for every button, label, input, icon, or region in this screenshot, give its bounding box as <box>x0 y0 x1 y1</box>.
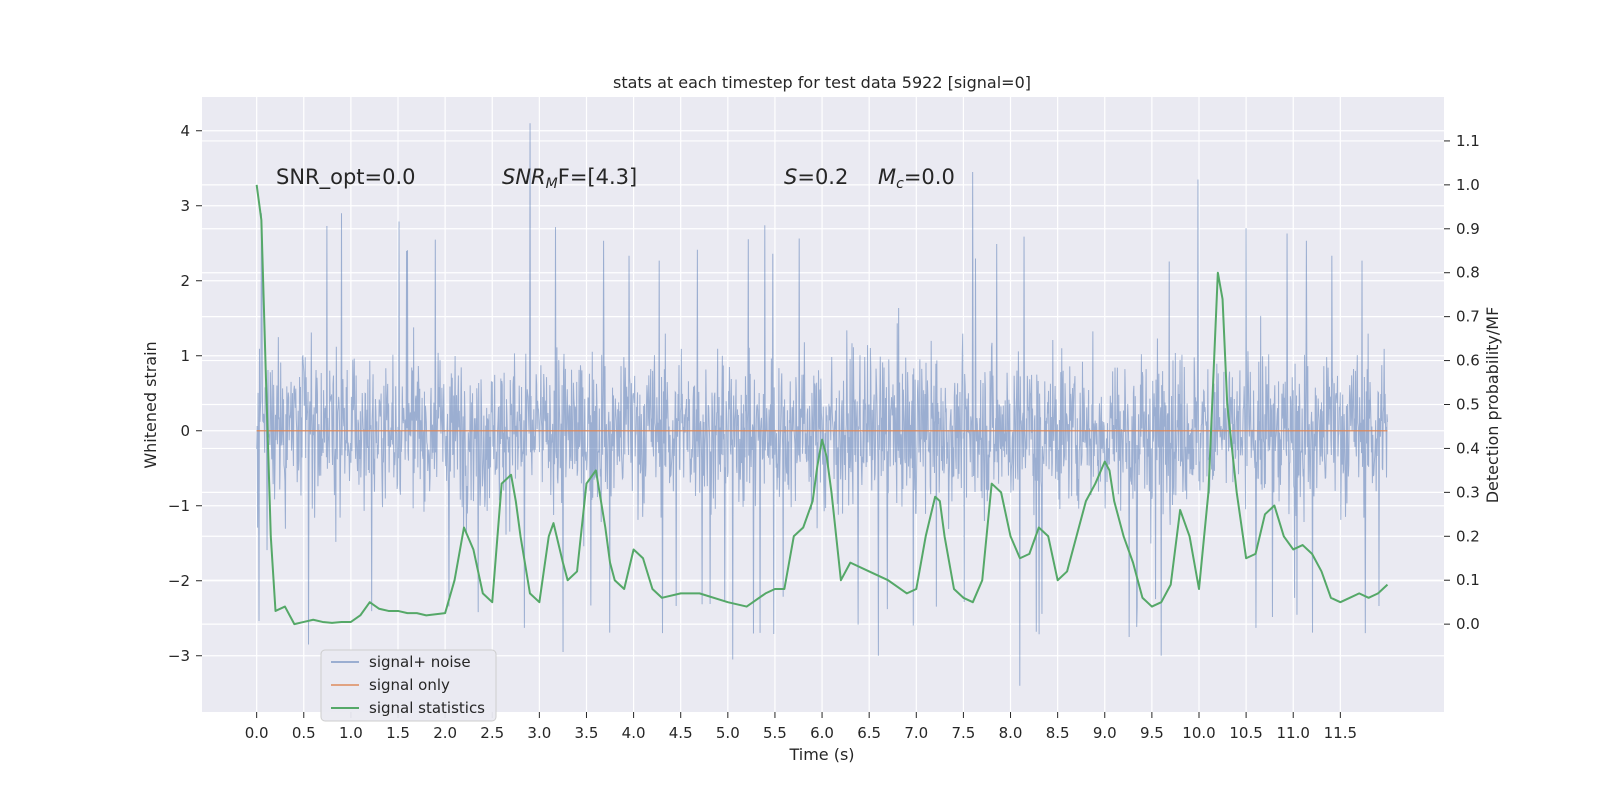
x-tick-label: 4.5 <box>669 724 693 742</box>
x-tick-label: 7.0 <box>904 724 928 742</box>
y-tick-label: −3 <box>168 647 190 665</box>
legend-label-signal: signal only <box>369 676 450 694</box>
annotation-snr-mf: SNRMF=[4.3] <box>502 165 637 192</box>
y-tick-label: 2 <box>180 272 190 290</box>
y-tick-label: 0 <box>180 422 190 440</box>
annotation-mc-value: =0.0 <box>904 165 955 189</box>
annotation-s: S=0.2 <box>784 165 848 189</box>
annotation-s-symbol: S <box>784 165 797 189</box>
x-tick-label: 4.0 <box>622 724 646 742</box>
x-axis-ticks: 0.0 0.5 1.0 1.5 2.0 2.5 3.0 3.5 4.0 4.5 5.0 5.5 6.0 6… <box>245 712 1357 742</box>
x-tick-label: 2.5 <box>480 724 504 742</box>
x-tick-label: 1.0 <box>339 724 363 742</box>
annotation-snr-mf-sub: M <box>546 176 558 192</box>
y-right-tick-label: 1.0 <box>1456 176 1480 194</box>
x-tick-label: 6.0 <box>810 724 834 742</box>
legend-box <box>320 649 497 722</box>
x-tick-label: 0.5 <box>292 724 316 742</box>
legend-label-statistics: signal statistics <box>369 699 485 717</box>
y-right-tick-label: 0.7 <box>1456 308 1480 326</box>
x-tick-label: 9.5 <box>1140 724 1164 742</box>
y-axis-right-label: Detection probability/MF <box>1483 307 1502 504</box>
annotation-mc-sub: c <box>896 176 904 192</box>
x-tick-label: 8.0 <box>999 724 1023 742</box>
x-tick-label: 11.0 <box>1277 724 1310 742</box>
x-tick-label: 1.5 <box>386 724 410 742</box>
x-tick-label: 0.0 <box>245 724 269 742</box>
y-right-tick-label: 0.8 <box>1456 264 1480 282</box>
y-axis-label: Whitened strain <box>141 341 160 468</box>
y-tick-label: 1 <box>180 347 190 365</box>
signal-noise-series <box>256 123 1388 686</box>
y-right-tick-label: 0.4 <box>1456 439 1480 457</box>
y-right-tick-label: 0.5 <box>1456 396 1480 414</box>
x-tick-label: 10.5 <box>1229 724 1262 742</box>
y-tick-label: −1 <box>168 497 190 515</box>
y-tick-label: 3 <box>180 197 190 215</box>
legend-label-noise: signal+ noise <box>369 653 471 671</box>
annotation-mc: Mc=0.0 <box>878 165 955 192</box>
x-tick-label: 6.5 <box>857 724 881 742</box>
annotation-snr-mf-rest: F=[4.3] <box>558 165 637 189</box>
legend: signal+ noise signal only signal statist… <box>320 649 497 722</box>
statistics-line <box>255 184 1389 626</box>
x-tick-label: 10.0 <box>1182 724 1215 742</box>
y-tick-label: 4 <box>180 122 190 140</box>
y-right-tick-label: 0.9 <box>1456 220 1480 238</box>
x-tick-label: 3.5 <box>575 724 599 742</box>
x-tick-label: 9.0 <box>1093 724 1117 742</box>
x-tick-label: 3.0 <box>527 724 551 742</box>
noise-trace <box>256 123 1388 686</box>
y-right-tick-label: 0.0 <box>1456 615 1480 633</box>
annotation-snr-mf-main: SNR <box>502 165 546 189</box>
x-tick-label: 11.5 <box>1324 724 1357 742</box>
x-tick-label: 5.0 <box>716 724 740 742</box>
x-tick-label: 2.0 <box>433 724 457 742</box>
x-axis-label: Time (s) <box>788 745 854 764</box>
x-tick-label: 5.5 <box>763 724 787 742</box>
y-right-tick-label: 1.1 <box>1456 132 1480 150</box>
y-right-tick-label: 0.1 <box>1456 571 1480 589</box>
y-right-tick-label: 0.3 <box>1456 483 1480 501</box>
y-axis-right-ticks: 1.1 1.0 0.9 0.8 0.7 0.6 0.5 0.4 0.3 0.2 0.1 0.0 <box>1444 132 1480 633</box>
y-right-tick-label: 0.6 <box>1456 352 1480 370</box>
x-tick-label: 8.5 <box>1046 724 1070 742</box>
signal-statistics-series <box>255 184 1389 626</box>
x-tick-label: 7.5 <box>951 724 975 742</box>
annotation-snr-opt: SNR_opt=0.0 <box>276 165 416 190</box>
annotation-s-value: =0.2 <box>797 165 848 189</box>
y-tick-label: −2 <box>168 572 190 590</box>
y-right-tick-label: 0.2 <box>1456 527 1480 545</box>
chart-title: stats at each timestep for test data 592… <box>613 73 1031 92</box>
annotation-mc-main: M <box>878 165 896 189</box>
y-axis-ticks: 4 3 2 1 0 −1 −2 −3 <box>168 122 202 665</box>
